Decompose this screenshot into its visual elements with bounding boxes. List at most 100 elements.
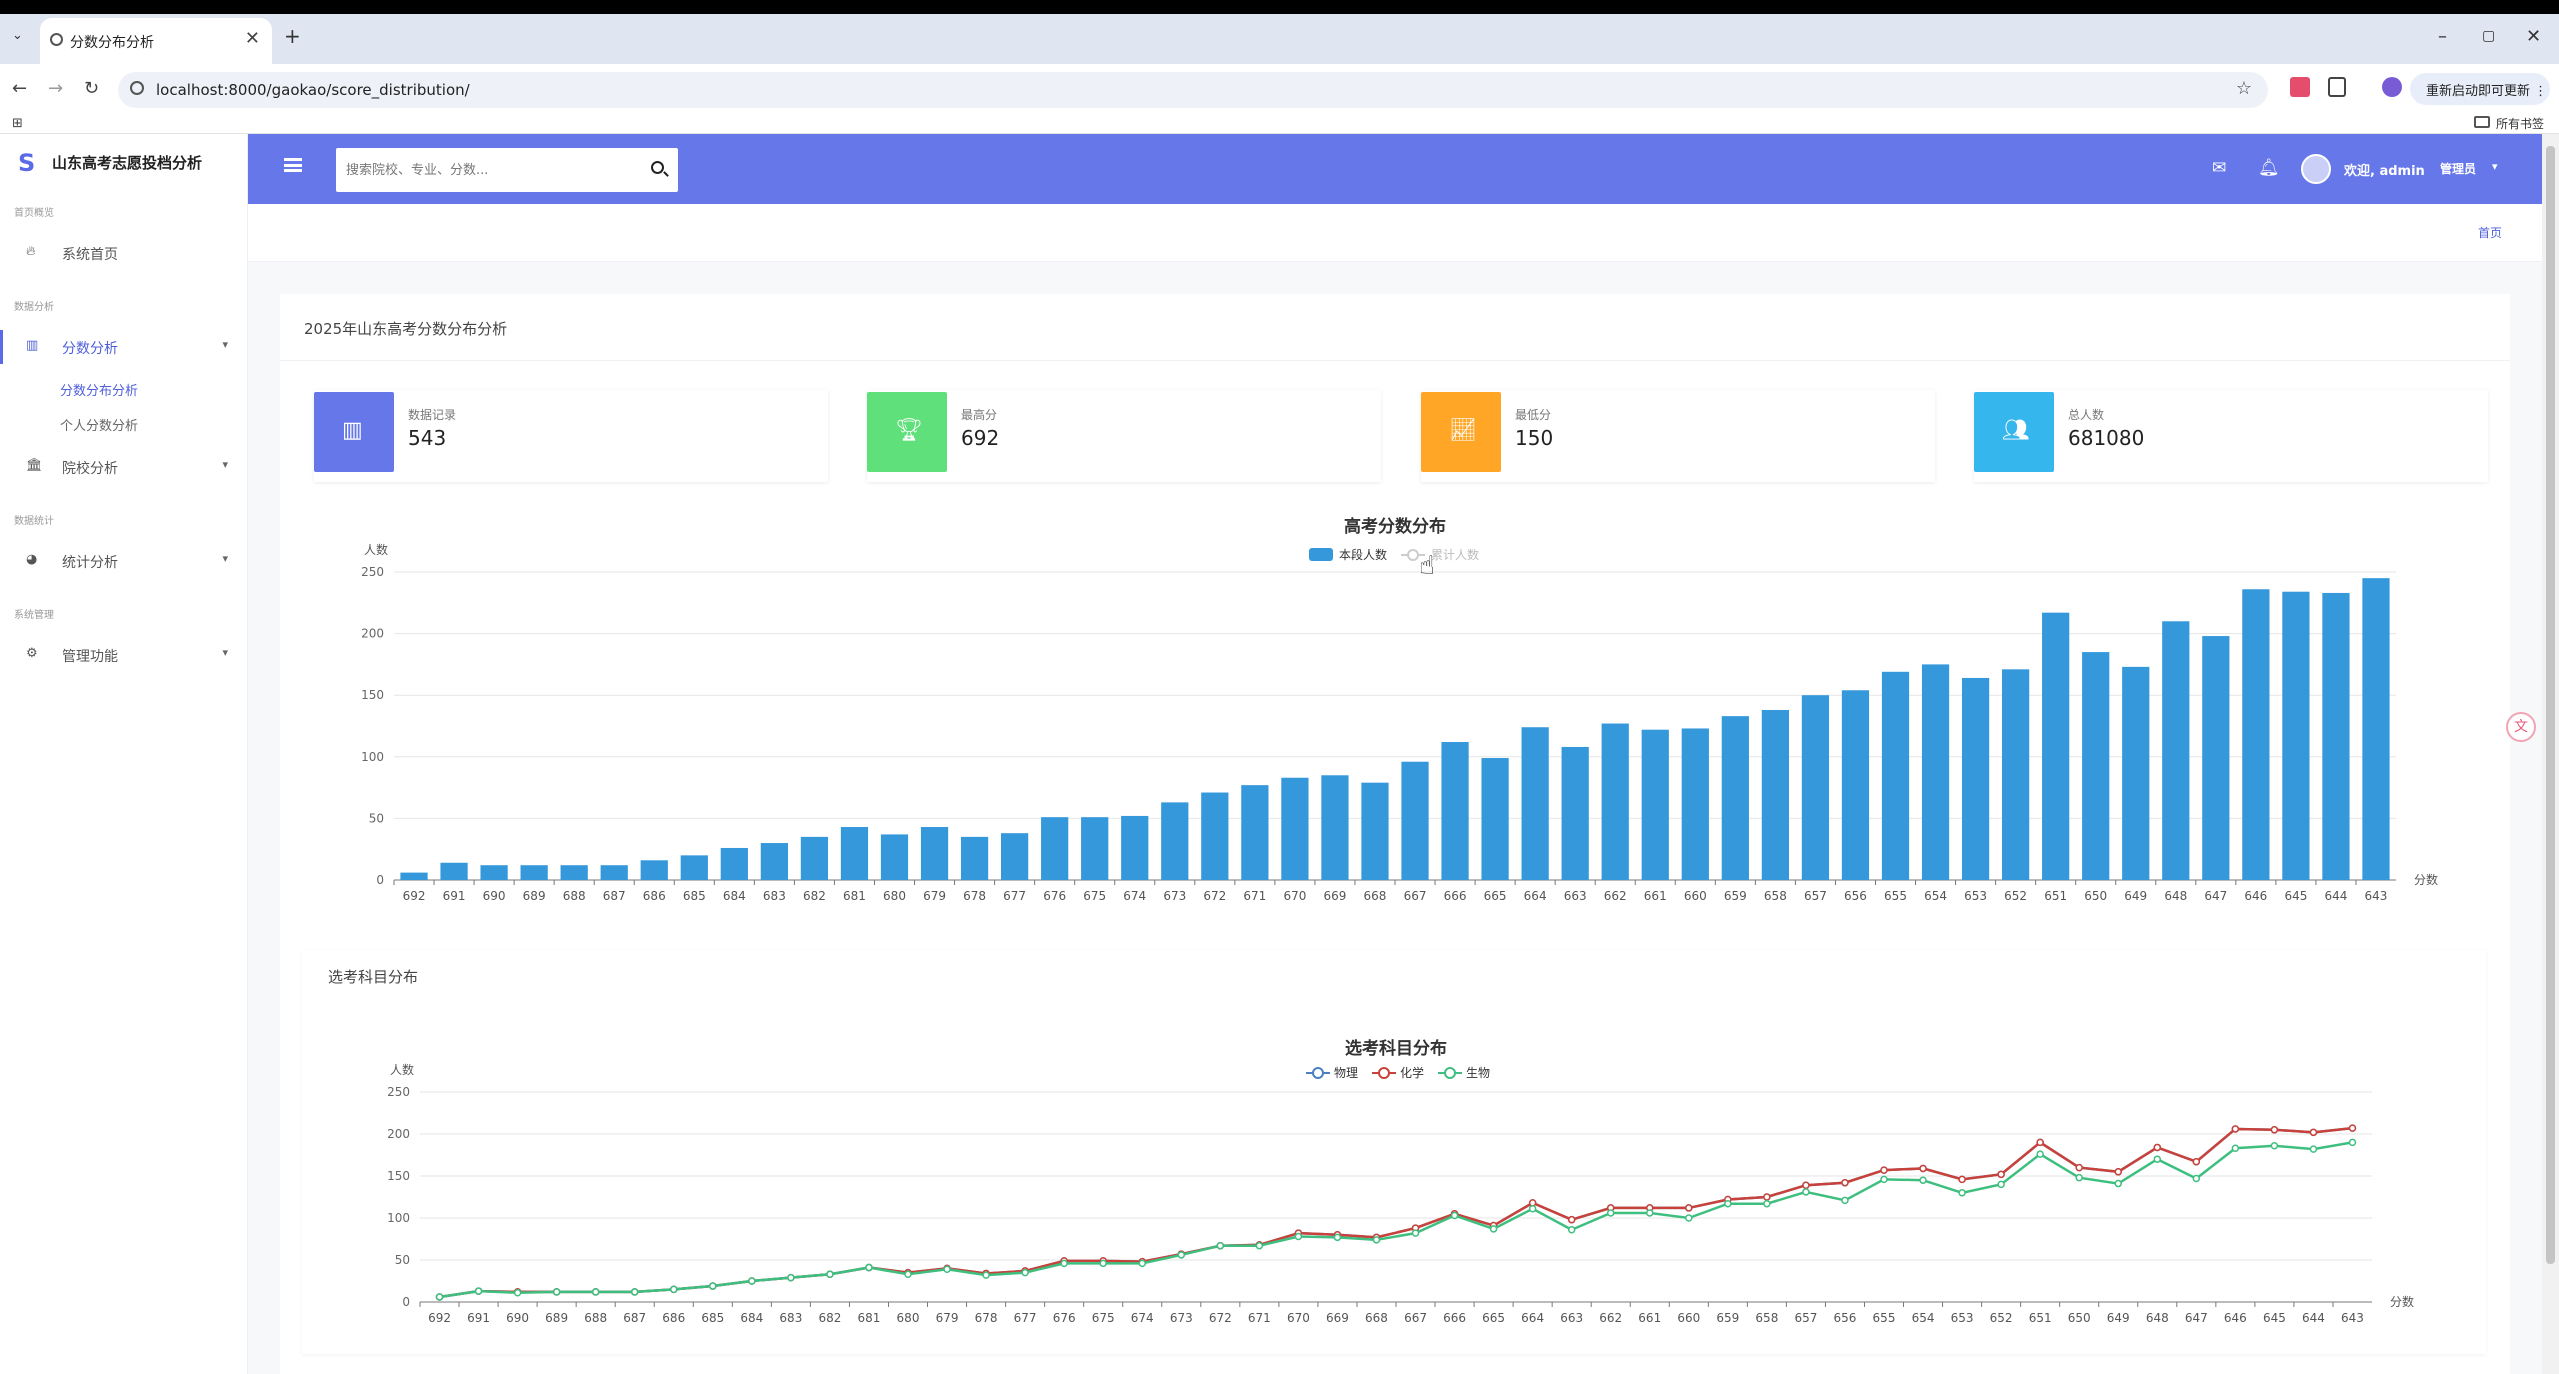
sidebar-item-score-analysis[interactable]: ▥ 分数分析 ▾ — [0, 330, 248, 364]
x-tick-label: 662 — [1604, 889, 1627, 903]
breadcrumb-bar: 首页 — [248, 204, 2542, 262]
update-button[interactable]: 重新启动即可更新 ⋮ — [2410, 73, 2550, 105]
sidebar-item-label: 管理功能 — [62, 649, 118, 665]
x-tick-label: 679 — [936, 1311, 959, 1325]
reload-icon[interactable]: ↻ — [84, 78, 100, 99]
sidebar-item-label: 统计分析 — [62, 555, 118, 571]
sidebar-item-label: 院校分析 — [62, 461, 118, 477]
back-icon[interactable]: ← — [12, 78, 28, 99]
data-point — [630, 1288, 639, 1296]
y-tick-label: 100 — [387, 1211, 410, 1225]
chevron-down-icon: ▾ — [222, 338, 228, 351]
role-label[interactable]: 管理员 — [2440, 162, 2477, 176]
folder-icon — [2474, 116, 2490, 128]
section-label-statistics: 数据统计 — [14, 516, 54, 527]
bar — [760, 843, 788, 880]
new-tab-button[interactable]: + — [284, 24, 301, 48]
x-tick-label: 670 — [1283, 889, 1306, 903]
search-icon[interactable] — [651, 161, 664, 174]
extension-icon[interactable] — [2290, 77, 2310, 97]
x-tick-label: 676 — [1043, 889, 1066, 903]
bookmark-star-icon[interactable]: ☆ — [2235, 78, 2252, 99]
x-tick-label: 685 — [683, 889, 706, 903]
sidebar-item-college-analysis[interactable]: 🏛︎ 院校分析 ▾ — [0, 450, 248, 484]
x-tick-label: 662 — [1599, 1311, 1622, 1325]
tab-close-icon[interactable]: ✕ — [244, 28, 260, 49]
translate-icon[interactable]: 文 — [2506, 712, 2536, 742]
bar — [2122, 666, 2150, 880]
data-point — [2309, 1128, 2318, 1137]
bar — [600, 865, 628, 880]
apps-grid-icon[interactable]: ⊞ — [12, 116, 23, 131]
bar — [1161, 802, 1189, 880]
tab-list-icon[interactable]: ⌄ — [12, 28, 23, 43]
bar — [2242, 589, 2270, 880]
x-tick-label: 683 — [779, 1311, 802, 1325]
trophy-icon: 🏆︎ — [895, 418, 923, 443]
x-tick-label: 647 — [2185, 1311, 2208, 1325]
minimize-button[interactable]: – — [2438, 26, 2447, 47]
sidebar-item-statistics[interactable]: ◕ 统计分析 ▾ — [0, 544, 248, 578]
x-tick-label: 669 — [1326, 1311, 1349, 1325]
maximize-button[interactable]: ▢ — [2482, 28, 2496, 44]
forward-icon[interactable]: → — [48, 78, 64, 99]
stat-label: 总人数 — [2068, 408, 2105, 422]
data-point — [2192, 1174, 2201, 1183]
bar — [1281, 777, 1309, 880]
x-tick-label: 677 — [1003, 889, 1026, 903]
bell-icon[interactable]: 🔔︎ — [2258, 158, 2280, 178]
data-point — [982, 1271, 990, 1279]
extensions-puzzle-icon[interactable] — [2328, 77, 2346, 97]
avatar[interactable] — [2301, 154, 2331, 184]
omnibox[interactable]: localhost:8000/gaokao/score_distribution… — [118, 72, 2268, 108]
x-tick-label: 647 — [2204, 889, 2227, 903]
chart-title: 高考分数分布 — [1344, 516, 1446, 537]
brand[interactable]: S 山东高考志愿投档分析 — [18, 149, 202, 177]
site-info-icon[interactable] — [130, 81, 144, 95]
bar — [2082, 652, 2110, 880]
x-tick-label: 674 — [1123, 889, 1146, 903]
menu-toggle-icon[interactable] — [284, 158, 302, 172]
legend-marker — [1378, 1067, 1390, 1079]
breadcrumb[interactable]: 首页 — [2477, 226, 2502, 240]
x-tick-label: 646 — [2244, 889, 2267, 903]
sidebar-subitem-personal[interactable]: 个人分数分析 — [60, 419, 139, 434]
bar — [400, 872, 428, 880]
mail-icon[interactable]: ✉ — [2212, 158, 2227, 178]
data-point — [1450, 1211, 1459, 1220]
x-tick-label: 651 — [2029, 1311, 2052, 1325]
x-tick-label: 664 — [1524, 889, 1547, 903]
data-point — [1372, 1236, 1381, 1244]
x-tick-label: 686 — [662, 1311, 685, 1325]
top-header: ✉ 🔔︎ 欢迎, admin 管理员 ▾ — [248, 134, 2542, 204]
url-text[interactable]: localhost:8000/gaokao/score_distribution… — [156, 81, 470, 99]
sidebar-subitem-distribution[interactable]: 分数分布分析 — [60, 384, 139, 399]
scrollbar-thumb[interactable] — [2546, 146, 2555, 1264]
all-bookmarks-label[interactable]: 所有书签 — [2496, 117, 2545, 131]
vertical-scrollbar[interactable] — [2542, 134, 2559, 1374]
bar — [1601, 723, 1629, 880]
search-input[interactable] — [346, 156, 636, 184]
bar — [1921, 664, 1950, 880]
x-tick-label: 669 — [1323, 889, 1346, 903]
chevron-down-icon[interactable]: ▾ — [2492, 160, 2498, 173]
stat-label: 最低分 — [1515, 408, 1552, 422]
bar — [960, 836, 989, 880]
bar — [1121, 815, 1149, 880]
data-point — [435, 1293, 444, 1301]
close-window-button[interactable]: ✕ — [2526, 26, 2542, 47]
chevron-down-icon: ▾ — [222, 646, 228, 659]
data-point — [1958, 1189, 1966, 1197]
browser-tab[interactable]: 分数分布分析 ✕ — [40, 18, 272, 64]
data-point — [2114, 1168, 2122, 1176]
sidebar-item-management[interactable]: ⚙ 管理功能 ▾ — [0, 638, 248, 672]
sidebar-item-home[interactable]: 🔥︎ 系统首页 — [0, 236, 248, 270]
bar — [1761, 709, 1789, 880]
stat-icon-box: 👥︎ — [1974, 392, 2054, 472]
x-tick-label: 666 — [1444, 889, 1467, 903]
x-tick-label: 654 — [1924, 889, 1947, 903]
gears-icon: ⚙ — [26, 646, 38, 661]
profile-avatar-icon[interactable] — [2382, 77, 2402, 97]
y-tick-label: 0 — [376, 873, 384, 887]
welcome-text[interactable]: 欢迎, admin — [2344, 164, 2425, 179]
